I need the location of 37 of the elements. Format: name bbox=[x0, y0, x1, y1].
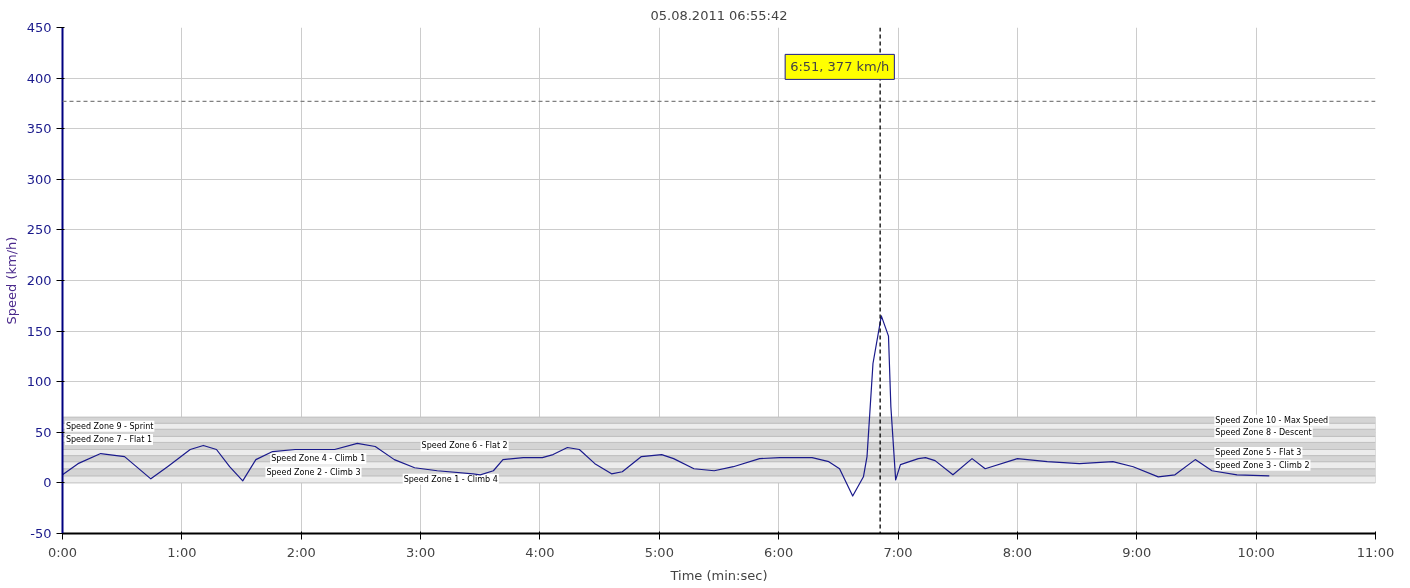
y-tick-label: 250 bbox=[26, 222, 52, 238]
band-label: Speed Zone 1 - Climb 4 bbox=[403, 474, 498, 484]
band-label: Speed Zone 2 - Climb 3 bbox=[266, 467, 361, 477]
x-tick-label: 1:00 bbox=[167, 544, 197, 560]
x-tick-label: 6:00 bbox=[764, 544, 794, 560]
y-tick-label: 0 bbox=[43, 475, 52, 491]
y-tick-label: 200 bbox=[26, 273, 52, 288]
band-label: Speed Zone 8 - Descent bbox=[1215, 428, 1312, 438]
x-axis-title: Time (min:sec) bbox=[669, 567, 768, 583]
y-tick-label: 100 bbox=[26, 374, 52, 390]
y-tick-label: 50 bbox=[34, 424, 52, 440]
x-tick-label: 0:00 bbox=[47, 544, 78, 560]
chart-title: 05.08.2011 06:55:42 bbox=[650, 7, 788, 23]
x-tick-label: 9:00 bbox=[1122, 544, 1152, 560]
x-tick-label: 4:00 bbox=[525, 544, 555, 560]
y-tick-label: -50 bbox=[30, 526, 52, 541]
y-tick-label: 300 bbox=[26, 171, 52, 187]
x-tick-label: 8:00 bbox=[1002, 544, 1033, 560]
x-tick-label: 10:00 bbox=[1237, 544, 1275, 560]
x-tick-label: 2:00 bbox=[286, 544, 316, 560]
y-axis-title: Speed (km/h) bbox=[3, 236, 19, 325]
band-label: Speed Zone 6 - Flat 2 bbox=[421, 441, 508, 451]
x-tick-label: 7:00 bbox=[883, 544, 913, 560]
band-label: Speed Zone 3 - Climb 2 bbox=[1215, 460, 1310, 470]
annotation: 6:51, 377 km/h bbox=[790, 59, 890, 75]
band-label: Speed Zone 10 - Max Speed bbox=[1215, 415, 1329, 425]
band-label: Speed Zone 4 - Climb 1 bbox=[271, 454, 366, 464]
y-tick-label: 400 bbox=[26, 70, 52, 86]
x-tick-label: 11:00 bbox=[1356, 544, 1395, 560]
band-label: Speed Zone 7 - Flat 1 bbox=[65, 434, 152, 444]
y-tick-label: 350 bbox=[26, 121, 52, 137]
band-label: Speed Zone 9 - Sprint bbox=[65, 421, 154, 431]
x-tick-label: 5:00 bbox=[644, 544, 674, 560]
band-label: Speed Zone 5 - Flat 3 bbox=[1215, 448, 1302, 458]
y-tick-label: 150 bbox=[26, 323, 52, 339]
y-tick-label: 450 bbox=[26, 20, 52, 35]
x-tick-label: 3:00 bbox=[405, 544, 436, 560]
